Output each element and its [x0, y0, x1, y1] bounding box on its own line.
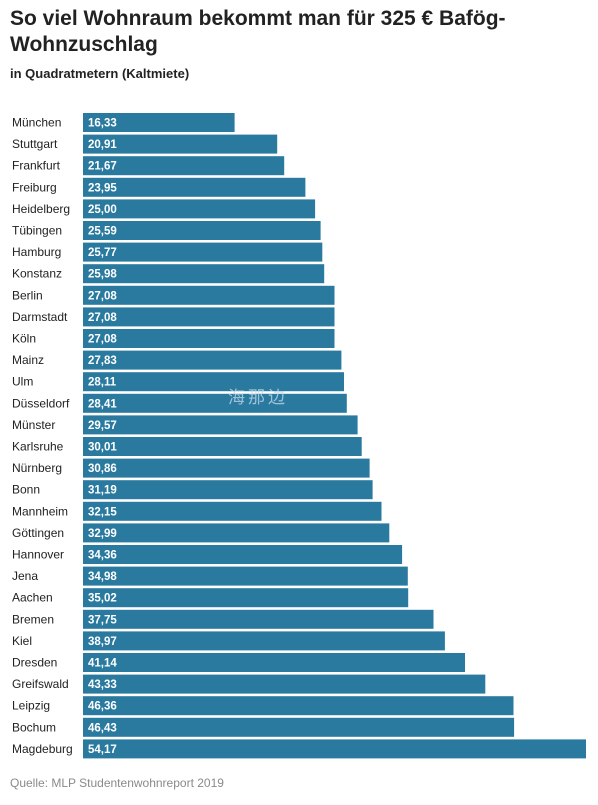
value-label: 32,99 [88, 528, 117, 540]
bar [83, 113, 235, 132]
bar [83, 437, 362, 456]
category-label: München [12, 116, 61, 130]
value-label: 23,95 [88, 182, 117, 194]
category-label: Tübingen [12, 224, 62, 238]
value-label: 25,59 [88, 226, 117, 238]
value-label: 35,02 [88, 593, 117, 605]
bar [83, 372, 344, 392]
category-label: Dresden [12, 656, 57, 670]
bar [83, 588, 409, 608]
chart-subtitle: in Quadratmetern (Kaltmiete) [10, 66, 190, 81]
value-label: 16,33 [88, 118, 117, 130]
category-label: Hannover [12, 548, 64, 562]
value-label: 28,11 [88, 377, 117, 389]
bar [83, 199, 316, 219]
value-label: 37,75 [88, 614, 117, 626]
category-label: Heidelberg [12, 202, 70, 216]
category-label: Frankfurt [12, 159, 61, 173]
value-label: 31,19 [88, 485, 117, 497]
category-label: Düsseldorf [12, 396, 70, 410]
bar [83, 264, 325, 284]
bar [83, 566, 408, 586]
bar [83, 696, 514, 716]
bar [83, 350, 342, 370]
category-label: Bremen [12, 612, 54, 626]
value-label: 46,43 [88, 722, 117, 734]
category-label: Konstanz [12, 267, 62, 281]
value-label: 27,83 [88, 355, 117, 367]
bar [83, 393, 347, 413]
value-label: 28,41 [88, 398, 117, 410]
category-label: Kiel [12, 634, 32, 648]
bar [83, 480, 373, 500]
value-label: 43,33 [88, 679, 117, 691]
category-label: Greifswald [12, 677, 69, 691]
value-label: 54,17 [88, 744, 117, 756]
category-label: Freiburg [12, 180, 57, 194]
bar [83, 523, 390, 543]
bar [83, 156, 285, 176]
value-label: 46,36 [88, 701, 117, 713]
bar [83, 631, 445, 651]
category-label: Stuttgart [12, 137, 58, 151]
bar [83, 458, 370, 478]
bar [83, 177, 306, 197]
bar [83, 134, 278, 154]
value-label: 25,98 [88, 269, 117, 281]
bar [83, 415, 358, 435]
chart-title: So viel Wohnraum bekommt man für 325 € B… [10, 7, 506, 56]
bar [83, 609, 434, 629]
bar [83, 545, 403, 564]
bar [83, 717, 515, 737]
category-label: Bochum [12, 720, 56, 734]
bar [83, 653, 465, 672]
category-label: Darmstadt [12, 310, 68, 324]
value-label: 25,77 [88, 247, 117, 259]
bar [83, 242, 323, 262]
bar [83, 501, 382, 521]
value-label: 21,67 [88, 161, 117, 173]
category-label: Jena [12, 569, 38, 583]
value-label: 41,14 [88, 658, 117, 670]
category-label: Bonn [12, 483, 40, 497]
category-label: Karlsruhe [12, 440, 64, 454]
category-label: Mainz [12, 353, 44, 367]
bar [83, 307, 335, 327]
value-label: 20,91 [88, 139, 117, 151]
value-label: 29,57 [88, 420, 117, 432]
category-label: Leipzig [12, 699, 50, 713]
value-label: 27,08 [88, 312, 117, 324]
bar [83, 674, 486, 694]
category-label: Ulm [12, 375, 33, 389]
bar [83, 739, 586, 759]
value-label: 27,08 [88, 290, 117, 302]
bar [83, 329, 335, 348]
value-label: 34,98 [88, 571, 117, 583]
category-label: Nürnberg [12, 461, 62, 475]
watermark-logo: 海那边 [228, 388, 288, 407]
bar [83, 285, 335, 305]
category-label: Hamburg [12, 245, 61, 259]
source-note: Quelle: MLP Studentenwohnreport 2019 [10, 776, 224, 790]
category-label: Berlin [12, 288, 43, 302]
value-label: 32,15 [88, 506, 117, 518]
category-label: Aachen [12, 591, 53, 605]
category-label: Göttingen [12, 526, 64, 540]
bar [83, 221, 321, 240]
value-label: 30,01 [88, 442, 117, 454]
value-label: 34,36 [88, 550, 117, 562]
category-label: Magdeburg [12, 742, 73, 756]
category-label: Münster [12, 418, 55, 432]
value-label: 30,86 [88, 463, 117, 475]
category-label: Köln [12, 332, 36, 346]
category-label: Mannheim [12, 504, 68, 518]
value-label: 27,08 [88, 334, 117, 346]
value-label: 38,97 [88, 636, 117, 648]
value-label: 25,00 [88, 204, 117, 216]
